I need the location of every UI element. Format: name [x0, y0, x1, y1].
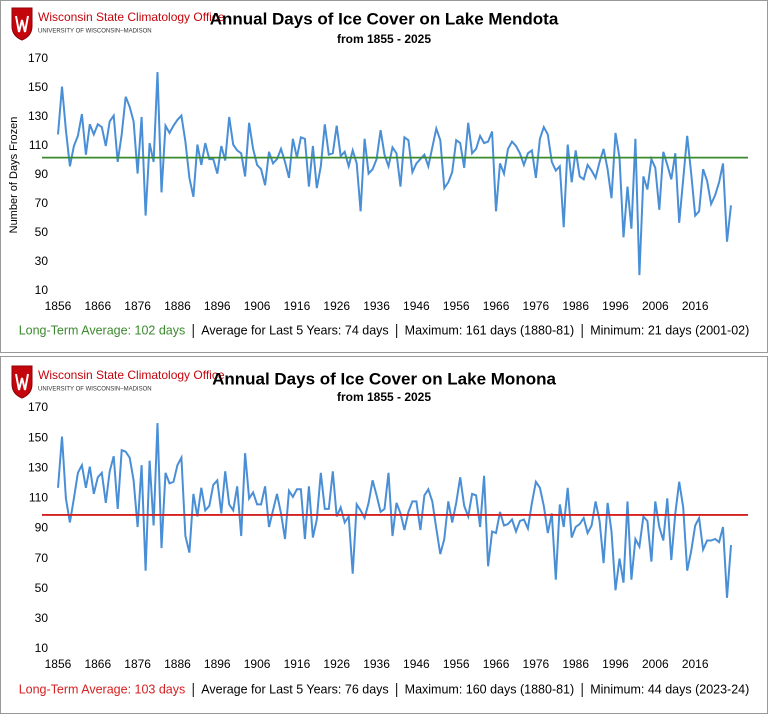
- data-line: [57, 72, 732, 276]
- x-tick-label: 1966: [483, 657, 510, 671]
- y-tick-label: 10: [35, 283, 49, 297]
- y-tick-label: 110: [29, 491, 48, 505]
- x-tick-label: 2016: [682, 657, 709, 671]
- x-tick-label: 2006: [642, 299, 669, 313]
- y-tick-label: 130: [28, 460, 48, 474]
- y-tick-label: 130: [28, 109, 48, 123]
- x-tick-label: 1966: [483, 299, 510, 313]
- x-tick-label: 1866: [84, 657, 111, 671]
- y-tick-label: 90: [35, 521, 49, 535]
- org-name: Wisconsin State Climatology Office: [38, 368, 225, 382]
- y-tick-label: 70: [35, 196, 49, 210]
- footer-stat: Average for Last 5 Years: 76 days: [201, 682, 388, 696]
- logo: [11, 365, 33, 399]
- x-tick-label: 1976: [523, 299, 550, 313]
- data-line: [57, 423, 732, 598]
- footer-average: Long-Term Average: 103 days: [19, 682, 186, 696]
- footer-stat: Maximum: 160 days (1880-81): [405, 682, 575, 696]
- y-tick-label: 30: [35, 254, 49, 268]
- y-tick-label: 170: [28, 400, 48, 414]
- x-tick-label: 2016: [682, 299, 709, 313]
- x-tick-label: 1996: [602, 657, 629, 671]
- x-tick-label: 1986: [562, 657, 589, 671]
- y-tick-label: 90: [35, 167, 49, 181]
- x-tick-label: 1886: [164, 299, 191, 313]
- x-tick-label: 1936: [363, 657, 390, 671]
- chart-subtitle: from 1855 - 2025: [337, 32, 431, 46]
- x-tick-label: 1886: [164, 657, 191, 671]
- x-tick-label: 1876: [124, 299, 151, 313]
- x-tick-label: 1906: [244, 657, 271, 671]
- footer-average: Long-Term Average: 102 days: [19, 323, 186, 337]
- x-tick-label: 1916: [284, 657, 311, 671]
- logo: [11, 7, 33, 41]
- y-axis-label: Number of Days Frozen: [8, 117, 20, 234]
- y-tick-label: 170: [28, 51, 48, 65]
- y-tick-label: 70: [35, 551, 49, 565]
- x-tick-label: 1896: [204, 299, 231, 313]
- x-tick-label: 1906: [244, 299, 271, 313]
- x-tick-label: 1876: [124, 657, 151, 671]
- footer-stat: Minimum: 44 days (2023-24): [590, 682, 749, 696]
- y-tick-label: 10: [35, 641, 49, 655]
- footer-stat: Maximum: 161 days (1880-81): [405, 323, 575, 337]
- y-tick-label: 50: [35, 225, 49, 239]
- x-tick-label: 1976: [523, 657, 550, 671]
- chart-title: Annual Days of Ice Cover on Lake Mendota: [210, 9, 559, 28]
- x-tick-label: 2006: [642, 657, 669, 671]
- x-tick-label: 1956: [443, 299, 470, 313]
- university-name: UNIVERSITY OF WISCONSIN–MADISON: [38, 29, 152, 35]
- footer-stat: Minimum: 21 days (2001-02): [590, 323, 749, 337]
- y-tick-label: 150: [28, 80, 48, 94]
- y-tick-label: 50: [35, 581, 49, 595]
- y-tick-label: 150: [28, 430, 48, 444]
- x-tick-label: 1936: [363, 299, 390, 313]
- x-tick-label: 1946: [403, 299, 430, 313]
- x-tick-label: 1996: [602, 299, 629, 313]
- footer-stat: Average for Last 5 Years: 74 days: [201, 323, 388, 337]
- y-tick-label: 110: [29, 138, 48, 152]
- chart-subtitle: from 1855 - 2025: [337, 390, 431, 404]
- y-tick-label: 30: [35, 611, 49, 625]
- x-tick-label: 1856: [45, 657, 72, 671]
- x-tick-label: 1866: [84, 299, 111, 313]
- x-tick-label: 1956: [443, 657, 470, 671]
- x-tick-label: 1926: [323, 299, 350, 313]
- chart-title: Annual Days of Ice Cover on Lake Monona: [212, 369, 556, 388]
- x-tick-label: 1926: [323, 657, 350, 671]
- university-name: UNIVERSITY OF WISCONSIN–MADISON: [38, 387, 152, 393]
- x-tick-label: 1896: [204, 657, 231, 671]
- x-tick-label: 1986: [562, 299, 589, 313]
- org-name: Wisconsin State Climatology Office: [38, 10, 225, 24]
- x-tick-label: 1856: [45, 299, 72, 313]
- x-tick-label: 1916: [284, 299, 311, 313]
- x-tick-label: 1946: [403, 657, 430, 671]
